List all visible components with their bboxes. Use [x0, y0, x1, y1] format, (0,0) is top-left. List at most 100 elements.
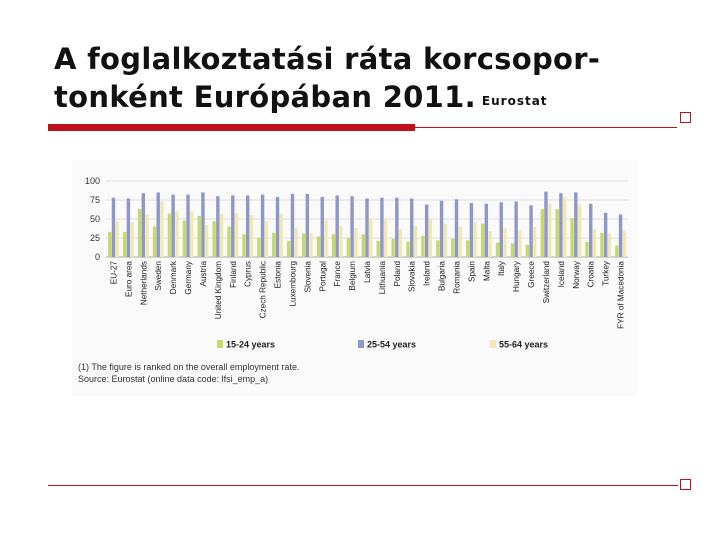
bar-3 — [190, 211, 194, 257]
title-rule — [415, 127, 677, 128]
x-tick-label: United Kingdom — [214, 261, 223, 319]
bar-2 — [320, 196, 324, 257]
bar-3 — [294, 228, 298, 257]
bar-1 — [600, 232, 604, 257]
bar-1 — [495, 242, 500, 257]
title-accent-bar — [48, 124, 415, 131]
bar-3 — [369, 218, 373, 257]
bar-1 — [316, 236, 321, 257]
x-tick-label: Iceland — [557, 261, 566, 288]
bar-3 — [339, 225, 343, 257]
bar-2 — [484, 203, 489, 257]
bar-3 — [458, 226, 462, 257]
x-tick-label: Romania — [452, 261, 461, 294]
bar-2 — [544, 191, 548, 257]
bar-2 — [305, 193, 310, 257]
title-line-1: A foglalkoztatási ráta korcsopor- — [54, 42, 601, 76]
bar-1 — [287, 241, 291, 257]
bar-1 — [391, 238, 395, 257]
bar-2 — [559, 193, 563, 257]
bar-3 — [547, 203, 552, 257]
bar-2 — [395, 197, 399, 257]
chart-notes: (1) The figure is ranked on the overall … — [78, 362, 299, 384]
x-tick-label: Finland — [229, 261, 238, 288]
x-tick-label: Sweden — [154, 261, 163, 291]
bar-2 — [290, 193, 295, 257]
x-tick-label: France — [333, 261, 342, 287]
bar-2 — [424, 204, 429, 257]
x-tick-label: Hungary — [512, 260, 521, 292]
y-tick-label: 25 — [90, 233, 100, 243]
bar-3 — [592, 228, 597, 257]
bar-2 — [186, 194, 190, 257]
employment-rate-chart: 0 25 50 75 100 EU-27 Euro area Netherlands Swed… — [78, 176, 628, 384]
bar-3 — [503, 228, 507, 257]
bar-3 — [115, 221, 119, 257]
x-tick-label: Croatia — [587, 261, 596, 288]
bar-3 — [473, 222, 477, 257]
bar-2 — [469, 203, 474, 257]
bar-3 — [488, 231, 492, 257]
chart-panel: 0 25 50 75 100 EU-27 Euro area Netherlands Swed… — [72, 160, 637, 396]
bar-2 — [111, 197, 116, 257]
x-tick-label: Bulgaria — [438, 261, 447, 291]
bar-1 — [525, 244, 530, 257]
x-tick-label: Switzerland — [542, 261, 551, 304]
chart-note: (1) The figure is ranked on the overall … — [78, 362, 299, 372]
bar-2 — [231, 195, 235, 257]
bar-3 — [398, 228, 403, 257]
bar-3 — [249, 215, 254, 257]
chart-note: Source: Eurostat (online data code: lfsi… — [78, 374, 268, 384]
bar-1 — [331, 234, 336, 257]
y-tick-label: 75 — [90, 195, 100, 205]
x-tick-label: Czech Republic — [259, 261, 268, 318]
bar-3 — [219, 213, 224, 257]
bar-2 — [499, 202, 503, 257]
bar-2 — [216, 196, 220, 257]
x-tick-label: Latvia — [363, 261, 372, 283]
footer-rule — [48, 485, 678, 486]
bar-1 — [451, 238, 455, 257]
bar-3 — [383, 219, 388, 257]
bar-2 — [275, 196, 280, 257]
bar-3 — [160, 201, 164, 257]
y-tick-label: 50 — [90, 214, 100, 224]
bar-2 — [156, 192, 160, 257]
bar-1 — [436, 240, 440, 257]
footer-square-icon — [680, 479, 691, 490]
bar-1 — [361, 234, 365, 257]
bar-1 — [570, 218, 574, 257]
bars — [108, 191, 626, 257]
bar-3 — [234, 212, 239, 257]
bar-3 — [443, 223, 447, 257]
x-tick-label: Netherlands — [139, 261, 148, 305]
x-tick-label: Norway — [572, 260, 581, 289]
bar-1 — [421, 235, 425, 257]
bar-1 — [480, 223, 485, 257]
bar-3 — [607, 233, 612, 257]
bar-2 — [350, 196, 354, 257]
bar-2 — [603, 212, 608, 257]
bar-1 — [615, 245, 619, 257]
bar-2 — [141, 193, 145, 257]
bar-2 — [126, 198, 131, 257]
x-tick-label: Slovenia — [303, 261, 312, 293]
x-tick-label: Cyprus — [244, 261, 253, 287]
bar-2 — [245, 195, 250, 257]
title-line-2: tonként Európában 2011. Eurostat — [54, 78, 694, 120]
bar-2 — [439, 200, 444, 257]
bar-3 — [145, 214, 149, 257]
x-tick-label: Malta — [482, 261, 491, 281]
bar-1 — [227, 226, 231, 257]
bar-1 — [108, 231, 112, 257]
bar-3 — [518, 230, 522, 257]
legend-label: 15-24 years — [226, 340, 275, 350]
bar-2 — [589, 203, 593, 257]
bar-3 — [264, 221, 268, 257]
bar-1 — [137, 209, 142, 257]
x-tick-label: EU-27 — [109, 261, 118, 285]
x-tick-label: Euro area — [124, 261, 133, 297]
y-tick-label: 0 — [95, 252, 100, 262]
bar-3 — [577, 204, 582, 257]
y-tick-label: 100 — [85, 176, 100, 186]
